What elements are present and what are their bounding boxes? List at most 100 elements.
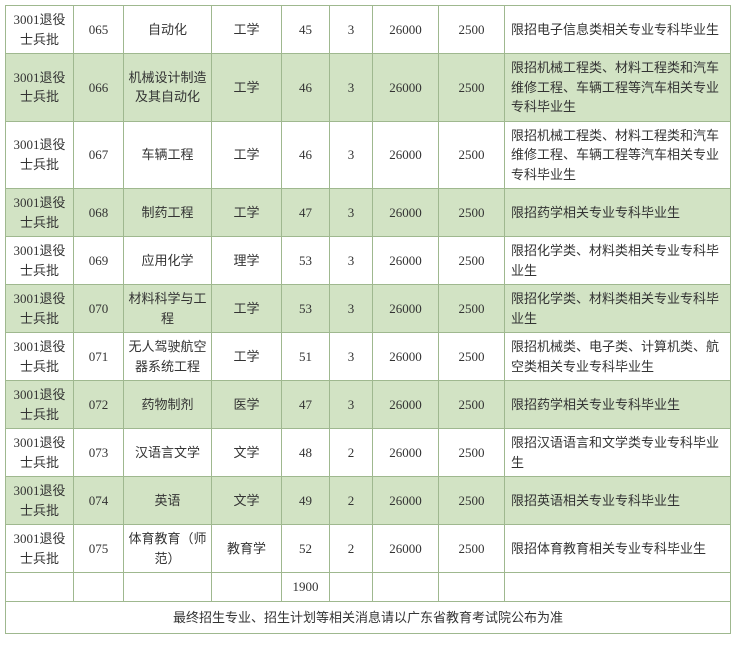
years-cell: 2 [330,477,373,525]
major-cell: 药物制剂 [124,381,212,429]
tuition-cell: 26000 [373,285,439,333]
tuition-cell: 26000 [373,381,439,429]
note-cell: 限招机械类、电子类、计算机类、航空类相关专业专科毕业生 [505,333,731,381]
major-cell: 制药工程 [124,189,212,237]
years-cell: 3 [330,381,373,429]
empty-cell [124,573,212,602]
tuition-cell: 26000 [373,54,439,122]
batch-cell: 3001退役士兵批 [6,477,74,525]
empty-cell [6,573,74,602]
note-cell: 限招化学类、材料类相关专业专科毕业生 [505,237,731,285]
tuition-cell: 26000 [373,237,439,285]
code-cell: 070 [74,285,124,333]
note-cell: 限招体育教育相关专业专科毕业生 [505,525,731,573]
table-row: 3001退役士兵批066机械设计制造及其自动化工学463260002500限招机… [6,54,731,122]
plan-cell: 53 [282,285,330,333]
discipline-cell: 工学 [212,285,282,333]
tuition-cell: 26000 [373,189,439,237]
discipline-cell: 工学 [212,6,282,54]
dorm-cell: 2500 [439,285,505,333]
dorm-cell: 2500 [439,381,505,429]
major-cell: 机械设计制造及其自动化 [124,54,212,122]
empty-cell [505,573,731,602]
note-cell: 限招药学相关专业专科毕业生 [505,189,731,237]
footer-row: 最终招生专业、招生计划等相关消息请以广东省教育考试院公布为准 [6,601,731,634]
table-row: 3001退役士兵批075体育教育（师范）教育学522260002500限招体育教… [6,525,731,573]
major-cell: 车辆工程 [124,121,212,189]
dorm-cell: 2500 [439,6,505,54]
years-cell: 3 [330,189,373,237]
discipline-cell: 医学 [212,381,282,429]
plan-cell: 46 [282,121,330,189]
batch-cell: 3001退役士兵批 [6,285,74,333]
table-row: 3001退役士兵批070材料科学与工程工学533260002500限招化学类、材… [6,285,731,333]
discipline-cell: 工学 [212,333,282,381]
dorm-cell: 2500 [439,237,505,285]
tuition-cell: 26000 [373,525,439,573]
major-cell: 英语 [124,477,212,525]
batch-cell: 3001退役士兵批 [6,381,74,429]
discipline-cell: 教育学 [212,525,282,573]
batch-cell: 3001退役士兵批 [6,333,74,381]
batch-cell: 3001退役士兵批 [6,237,74,285]
dorm-cell: 2500 [439,54,505,122]
major-cell: 应用化学 [124,237,212,285]
tuition-cell: 26000 [373,429,439,477]
plan-cell: 48 [282,429,330,477]
plan-cell: 49 [282,477,330,525]
code-cell: 068 [74,189,124,237]
code-cell: 066 [74,54,124,122]
footer-note: 最终招生专业、招生计划等相关消息请以广东省教育考试院公布为准 [6,601,731,634]
major-cell: 汉语言文学 [124,429,212,477]
dorm-cell: 2500 [439,477,505,525]
major-cell: 无人驾驶航空器系统工程 [124,333,212,381]
table-row: 3001退役士兵批069应用化学理学533260002500限招化学类、材料类相… [6,237,731,285]
plan-cell: 47 [282,189,330,237]
dorm-cell: 2500 [439,429,505,477]
code-cell: 065 [74,6,124,54]
note-cell: 限招电子信息类相关专业专科毕业生 [505,6,731,54]
discipline-cell: 工学 [212,54,282,122]
years-cell: 3 [330,285,373,333]
note-cell: 限招机械工程类、材料工程类和汽车维修工程、车辆工程等汽车相关专业专科毕业生 [505,54,731,122]
table-row: 3001退役士兵批067车辆工程工学463260002500限招机械工程类、材料… [6,121,731,189]
dorm-cell: 2500 [439,333,505,381]
code-cell: 069 [74,237,124,285]
table-row: 3001退役士兵批072药物制剂医学473260002500限招药学相关专业专科… [6,381,731,429]
empty-cell [212,573,282,602]
years-cell: 2 [330,429,373,477]
note-cell: 限招英语相关专业专科毕业生 [505,477,731,525]
batch-cell: 3001退役士兵批 [6,429,74,477]
batch-cell: 3001退役士兵批 [6,54,74,122]
discipline-cell: 文学 [212,477,282,525]
total-row: 1900 [6,573,731,602]
empty-cell [373,573,439,602]
table-row: 3001退役士兵批071无人驾驶航空器系统工程工学513260002500限招机… [6,333,731,381]
discipline-cell: 工学 [212,121,282,189]
table-row: 3001退役士兵批074英语文学492260002500限招英语相关专业专科毕业… [6,477,731,525]
code-cell: 074 [74,477,124,525]
discipline-cell: 工学 [212,189,282,237]
years-cell: 3 [330,237,373,285]
years-cell: 3 [330,6,373,54]
tuition-cell: 26000 [373,121,439,189]
major-cell: 材料科学与工程 [124,285,212,333]
note-cell: 限招机械工程类、材料工程类和汽车维修工程、车辆工程等汽车相关专业专科毕业生 [505,121,731,189]
batch-cell: 3001退役士兵批 [6,121,74,189]
note-cell: 限招化学类、材料类相关专业专科毕业生 [505,285,731,333]
note-cell: 限招汉语语言和文学类专业专科毕业生 [505,429,731,477]
discipline-cell: 理学 [212,237,282,285]
table-row: 3001退役士兵批073汉语言文学文学482260002500限招汉语语言和文学… [6,429,731,477]
note-cell: 限招药学相关专业专科毕业生 [505,381,731,429]
code-cell: 067 [74,121,124,189]
dorm-cell: 2500 [439,121,505,189]
dorm-cell: 2500 [439,525,505,573]
code-cell: 072 [74,381,124,429]
batch-cell: 3001退役士兵批 [6,525,74,573]
plan-cell: 45 [282,6,330,54]
years-cell: 2 [330,525,373,573]
plan-cell: 46 [282,54,330,122]
code-cell: 071 [74,333,124,381]
admission-plan-table: 3001退役士兵批065自动化工学453260002500限招电子信息类相关专业… [5,5,731,634]
batch-cell: 3001退役士兵批 [6,6,74,54]
